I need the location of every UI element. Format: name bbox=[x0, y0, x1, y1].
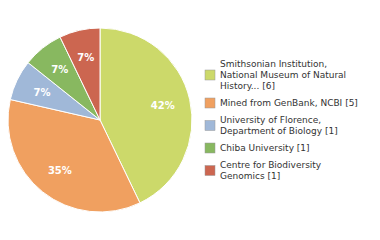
legend-label: University of Florence,Department of Bio… bbox=[220, 115, 338, 136]
slice bbox=[8, 100, 140, 212]
legend-item: Chiba University [1] bbox=[205, 143, 310, 153]
legend-item: Mined from GenBank, NCBI [5] bbox=[205, 98, 358, 108]
data-label: 42% bbox=[151, 100, 175, 111]
legend-swatch bbox=[205, 70, 215, 80]
legend-item: Centre for BiodiversityGenomics [1] bbox=[205, 160, 322, 181]
chart: 42% 35% 7% 7% 7% Smithsonian Institution,Nati… bbox=[0, 0, 380, 240]
legend-swatch bbox=[205, 143, 215, 153]
legend-item: University of Florence,Department of Bio… bbox=[205, 115, 338, 136]
data-label: 7% bbox=[77, 52, 94, 63]
legend-swatch bbox=[205, 98, 215, 108]
pie bbox=[8, 28, 192, 212]
legend-label: Chiba University [1] bbox=[220, 143, 310, 153]
legend-label: Centre for BiodiversityGenomics [1] bbox=[220, 160, 322, 181]
data-label: 35% bbox=[48, 165, 72, 176]
legend-label: Smithsonian Institution,National Museum … bbox=[220, 59, 346, 91]
legend-swatch bbox=[205, 121, 215, 131]
legend-swatch bbox=[205, 166, 215, 176]
legend: Smithsonian Institution,National Museum … bbox=[205, 59, 358, 181]
legend-label: Mined from GenBank, NCBI [5] bbox=[220, 98, 358, 108]
data-label: 7% bbox=[51, 64, 68, 75]
data-labels: 42% 35% 7% 7% 7% bbox=[33, 52, 174, 176]
legend-item: Smithsonian Institution,National Museum … bbox=[205, 59, 346, 91]
data-label: 7% bbox=[33, 87, 50, 98]
background bbox=[0, 0, 380, 240]
